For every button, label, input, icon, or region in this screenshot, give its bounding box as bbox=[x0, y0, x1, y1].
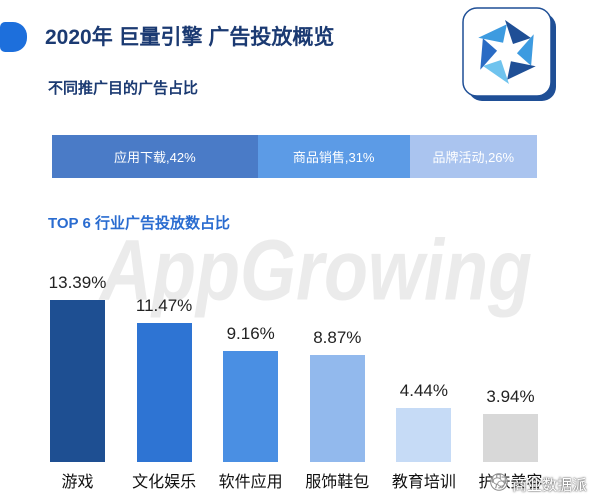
category-label: 游戏 bbox=[61, 474, 94, 491]
bar-value-label: 9.16% bbox=[226, 324, 275, 344]
wechat-watermark: 商业数据派 bbox=[490, 472, 588, 496]
bar-value-label: 11.47% bbox=[135, 296, 193, 316]
stacked-segment: 品牌活动,26% bbox=[409, 135, 537, 178]
segment-label: 品牌活动,26% bbox=[432, 150, 515, 165]
stacked-segment: 商品销售,31% bbox=[257, 135, 410, 178]
bar-value-label: 13.39% bbox=[48, 273, 107, 292]
bar-value-label: 3.94% bbox=[486, 387, 535, 407]
category-label: 服饰鞋包 bbox=[305, 474, 370, 491]
wechat-account-name: 商业数据派 bbox=[512, 476, 588, 494]
wechat-icon bbox=[490, 472, 508, 496]
purpose-stacked-bar: 应用下载,42% 商品销售,31% 品牌活动,26% bbox=[52, 135, 537, 178]
bar bbox=[50, 300, 105, 462]
bar-value-label: 8.87% bbox=[313, 327, 362, 347]
segment-label: 应用下载,42% bbox=[114, 150, 196, 165]
bar bbox=[136, 323, 192, 462]
bar bbox=[483, 414, 538, 462]
purpose-chart-title: 不同推广目的广告占比 bbox=[48, 80, 199, 97]
page-title: 2020年 巨量引擎 广告投放概览 bbox=[45, 26, 335, 49]
segment-label: 商品销售,31% bbox=[292, 150, 375, 165]
category-label: 软件应用 bbox=[218, 474, 283, 491]
brand-watermark: AppGrowing bbox=[100, 222, 532, 319]
category-label: 文化娱乐 bbox=[132, 474, 197, 491]
bar bbox=[309, 354, 365, 462]
bar-value-label: 4.44% bbox=[399, 381, 448, 401]
aperture-logo-icon bbox=[462, 7, 558, 103]
title-marker bbox=[0, 22, 27, 52]
bar bbox=[396, 408, 452, 462]
bar bbox=[223, 351, 279, 462]
category-label: 教育培训 bbox=[391, 474, 456, 491]
industry-chart-title: TOP 6 行业广告投放数占比 bbox=[48, 215, 230, 232]
stacked-segment: 应用下载,42% bbox=[52, 135, 258, 178]
